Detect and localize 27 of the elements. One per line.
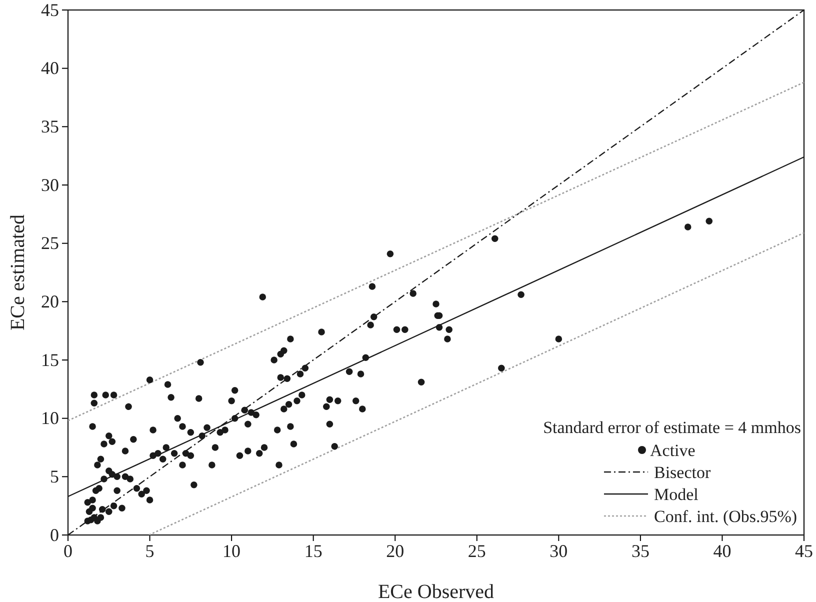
y-tick-label: 25	[41, 233, 59, 254]
legend-label: Model	[654, 485, 699, 504]
x-tick-label: 25	[468, 540, 486, 561]
y-tick-label: 0	[50, 524, 59, 545]
y-tick-label: 5	[50, 466, 59, 486]
y-tick-label: 30	[41, 174, 59, 195]
y-tick-label: 10	[41, 408, 59, 428]
y-tick-label: 15	[41, 350, 59, 370]
x-tick-label: 5	[145, 540, 154, 561]
x-tick-label: 35	[631, 540, 650, 561]
annotation: Standard error of estimate = 4 mmhos	[543, 418, 801, 437]
x-tick-label: 40	[713, 540, 732, 561]
x-tick-label: 15	[304, 540, 322, 561]
y-tick-label: 20	[41, 291, 59, 312]
x-tick-label: 0	[64, 540, 72, 561]
y-axis-title: ECe estimated	[7, 214, 29, 331]
y-tick-label: 40	[41, 58, 59, 78]
x-tick-label: 10	[222, 540, 241, 561]
x-tick-label: 45	[795, 540, 813, 561]
x-axis-title: ECe Observed	[378, 581, 494, 602]
legend-label: Active	[650, 441, 696, 460]
legend-label: Bisector	[654, 463, 711, 482]
y-tick-label: 35	[41, 116, 59, 136]
x-tick-label: 20	[386, 540, 404, 561]
y-tick-label: 45	[41, 0, 59, 20]
legend-label: Conf. int. (Obs.95%)	[654, 507, 798, 526]
x-tick-label: 30	[550, 540, 568, 561]
